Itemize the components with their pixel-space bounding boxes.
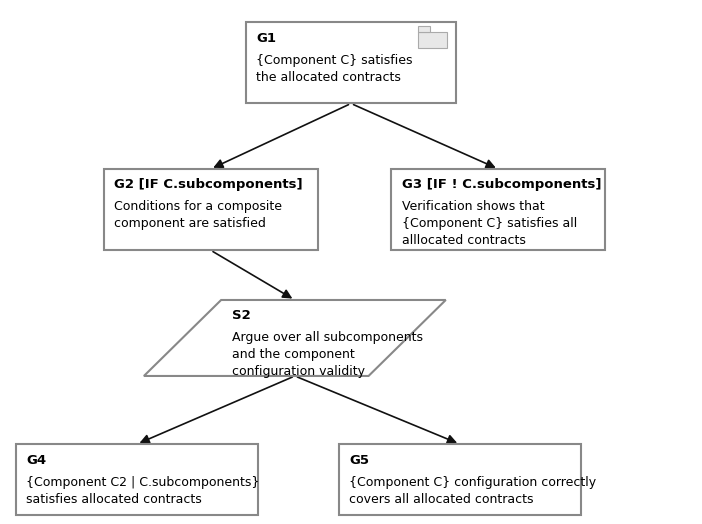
- Text: {Component C} satisfies
the allocated contracts: {Component C} satisfies the allocated co…: [256, 54, 413, 84]
- FancyBboxPatch shape: [246, 22, 456, 104]
- FancyBboxPatch shape: [418, 26, 430, 31]
- Text: G1: G1: [256, 31, 276, 45]
- Text: Argue over all subcomponents
and the component
configuration validity: Argue over all subcomponents and the com…: [232, 332, 423, 378]
- Polygon shape: [144, 300, 446, 376]
- Text: G2 [IF C.subcomponents]: G2 [IF C.subcomponents]: [114, 178, 303, 191]
- FancyBboxPatch shape: [104, 169, 318, 250]
- Text: Conditions for a composite
component are satisfied: Conditions for a composite component are…: [114, 201, 282, 231]
- Text: {Component C} configuration correctly
covers all allocated contracts: {Component C} configuration correctly co…: [350, 476, 597, 506]
- Text: Verification shows that
{Component C} satisfies all
alllocated contracts: Verification shows that {Component C} sa…: [402, 201, 577, 247]
- FancyBboxPatch shape: [16, 444, 258, 515]
- Text: G3 [IF ! C.subcomponents]: G3 [IF ! C.subcomponents]: [402, 178, 602, 191]
- Text: G4: G4: [27, 453, 46, 466]
- Text: S2: S2: [232, 309, 251, 322]
- FancyBboxPatch shape: [339, 444, 581, 515]
- FancyBboxPatch shape: [392, 169, 605, 250]
- Text: {Component C2 | C.subcomponents}
satisfies allocated contracts: {Component C2 | C.subcomponents} satisfi…: [27, 476, 260, 506]
- FancyBboxPatch shape: [418, 31, 447, 49]
- Text: G5: G5: [350, 453, 369, 466]
